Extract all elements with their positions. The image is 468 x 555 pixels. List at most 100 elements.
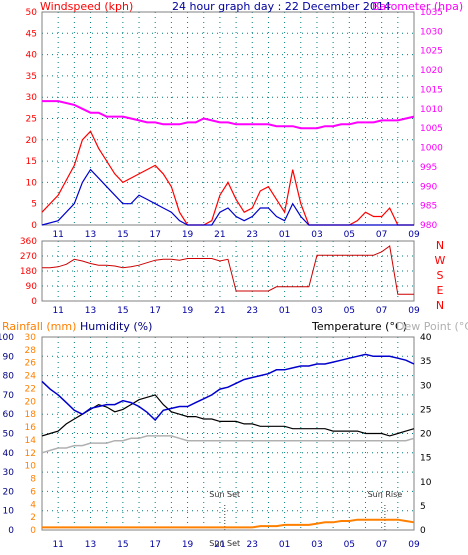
baro-y-tick-label: 1020 (420, 66, 443, 76)
wind-y-tick-label: 15 (26, 157, 37, 167)
baro-y-tick-label: 1025 (420, 47, 443, 57)
chart-title: 24 hour graph day : 22 December 2014 (172, 0, 391, 13)
temp-y-tick-label: 20 (420, 430, 432, 440)
humidity-y-tick-label: 50 (3, 430, 15, 440)
humidity-y-tick-label: 100 (0, 333, 14, 343)
x-tick-label: 13 (85, 540, 96, 550)
x-tick-label: 17 (149, 306, 160, 316)
x-tick-label: 01 (279, 230, 290, 240)
humidity-y-tick-label: 60 (3, 410, 15, 420)
wind-y-tick-label: 0 (31, 221, 37, 231)
wind-y-tick-label: 45 (26, 29, 37, 39)
rainfall-label: Rainfall (mm) (2, 320, 76, 333)
baro-y-tick-label: 990 (420, 182, 437, 192)
sun-annotation: Sun Rise (368, 490, 403, 499)
rain-y-tick-label: 24 (25, 372, 37, 382)
x-tick-label: 17 (149, 230, 160, 240)
humidity-y-tick-label: 40 (3, 449, 15, 459)
rain-y-tick-label: 28 (25, 346, 37, 356)
rain-y-tick-label: 18 (25, 410, 37, 420)
compass-label: N (436, 299, 444, 312)
dir-y-tick-label: 270 (20, 252, 37, 262)
baro-y-tick-label: 985 (420, 202, 437, 212)
gust-line (41, 168, 414, 226)
wind-y-tick-label: 50 (26, 8, 38, 18)
humidity-y-tick-label: 90 (3, 352, 15, 362)
temp-y-tick-label: 25 (420, 405, 431, 415)
barometer-label: Barometer (hpa) (372, 0, 463, 13)
rain-y-tick-label: 0 (30, 526, 36, 536)
x-tick-label: 21 (214, 306, 225, 316)
x-tick-label: 15 (117, 306, 128, 316)
x-tick-label: 11 (52, 306, 63, 316)
wind-y-tick-label: 35 (26, 72, 37, 82)
baro-y-tick-label: 995 (420, 163, 437, 173)
x-tick-label: 07 (376, 540, 387, 550)
humidity-line (41, 353, 415, 422)
x-tick-label: 11 (52, 540, 63, 550)
x-tick-label: 05 (344, 230, 355, 240)
compass-label: S (437, 269, 444, 282)
x-tick-label: 03 (311, 230, 322, 240)
sun-annotation: Sun Set (209, 490, 240, 499)
wind-y-tick-label: 30 (26, 93, 38, 103)
x-tick-label: 21 (214, 540, 225, 550)
rain-y-tick-label: 6 (30, 487, 36, 497)
dewpoint-line (41, 435, 415, 454)
temperature-label: Temperature (°C) (311, 320, 407, 333)
wind-y-tick-label: 20 (26, 136, 38, 146)
humidity-y-tick-label: 10 (3, 507, 15, 517)
x-tick-label: 11 (52, 230, 63, 240)
rain-y-tick-label: 12 (25, 449, 36, 459)
rain-y-tick-label: 20 (25, 397, 37, 407)
wind-y-tick-label: 5 (31, 200, 37, 210)
dir-y-tick-label: 90 (26, 282, 38, 292)
x-tick-label: 19 (182, 306, 194, 316)
baro-y-tick-label: 1000 (420, 144, 443, 154)
x-tick-label: 13 (85, 306, 96, 316)
x-tick-label: 19 (182, 540, 194, 550)
x-tick-label: 09 (408, 230, 420, 240)
rain-y-tick-label: 14 (25, 436, 37, 446)
rain-y-tick-label: 22 (25, 384, 36, 394)
x-tick-label: 01 (279, 540, 290, 550)
x-tick-label: 21 (214, 230, 225, 240)
x-tick-label: 19 (182, 230, 194, 240)
baro-y-tick-label: 1010 (420, 105, 443, 115)
temp-y-tick-label: 30 (420, 381, 432, 391)
x-tick-label: 07 (376, 230, 387, 240)
humidity-label: Humidity (%) (80, 320, 152, 333)
wind-panel-frame (41, 11, 415, 226)
sun-annotation: Sun Set (209, 539, 240, 548)
temp-y-tick-label: 10 (420, 478, 432, 488)
dir-y-tick-label: 0 (31, 297, 37, 307)
wind-y-tick-label: 10 (26, 178, 38, 188)
x-tick-label: 09 (408, 306, 420, 316)
rain-y-tick-label: 26 (25, 359, 37, 369)
temperature-line (41, 394, 415, 437)
dir-y-tick-label: 180 (20, 267, 37, 277)
dewpoint-label: Dew Point (°C) (396, 320, 468, 333)
baro-y-tick-label: 1030 (420, 27, 443, 37)
temp-y-tick-label: 0 (420, 526, 426, 536)
rain-y-tick-label: 8 (30, 475, 36, 485)
baro-y-tick-label: 1035 (420, 8, 443, 18)
humidity-y-tick-label: 80 (3, 372, 15, 382)
rain-y-tick-label: 4 (30, 500, 36, 510)
dir-y-tick-label: 360 (20, 237, 37, 247)
wind-direction-line (42, 245, 414, 295)
barometer-line (42, 100, 415, 130)
humidity-y-tick-label: 20 (3, 487, 15, 497)
x-tick-label: 05 (344, 306, 355, 316)
baro-y-tick-label: 1015 (420, 85, 443, 95)
baro-y-tick-label: 1005 (420, 124, 443, 134)
humidity-y-tick-label: 30 (3, 468, 15, 478)
rain-y-tick-label: 10 (25, 462, 37, 472)
x-tick-label: 03 (311, 306, 322, 316)
windspeed-label: Windspeed (kph) (40, 0, 133, 13)
compass-label: W (435, 254, 446, 267)
rain-y-tick-label: 16 (25, 423, 37, 433)
direction-panel-frame (41, 240, 415, 302)
